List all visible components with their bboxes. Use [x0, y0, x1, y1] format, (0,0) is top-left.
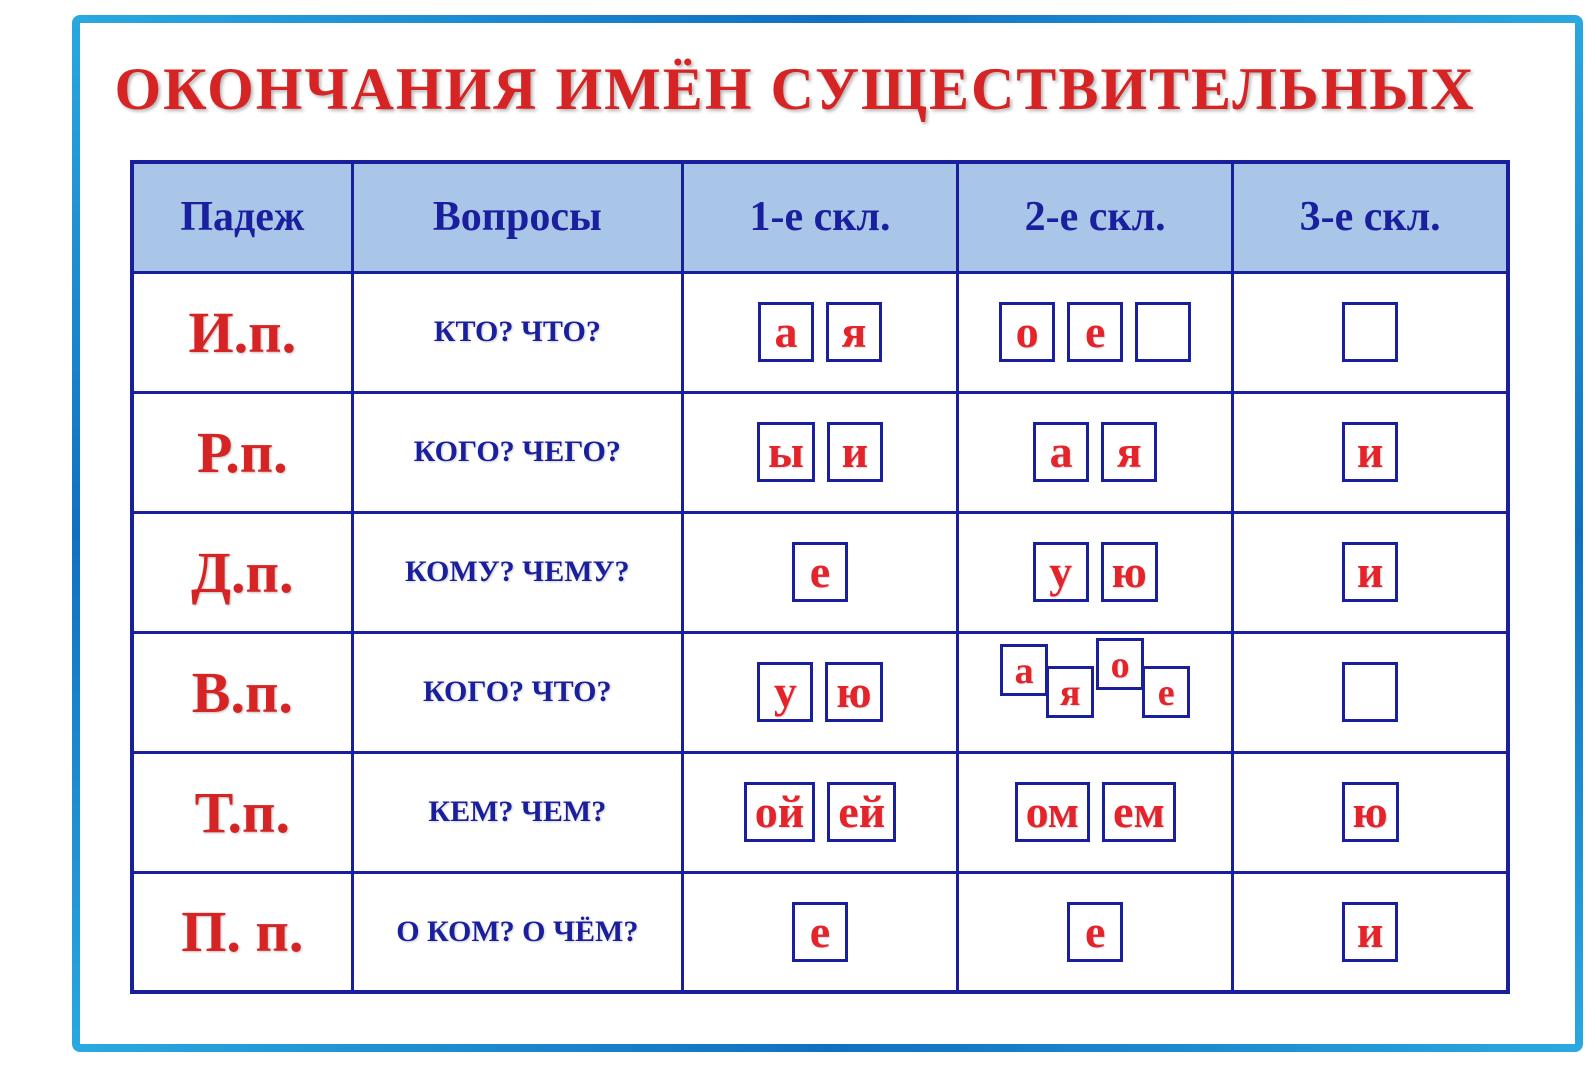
header-questions: Вопросы [352, 162, 682, 272]
ending-box-empty [1342, 302, 1398, 362]
header-decl-1: 1-е скл. [682, 162, 957, 272]
header-decl-2: 2-е скл. [958, 162, 1233, 272]
endings-d2: ом ем [958, 752, 1233, 872]
ending-box: е [1142, 666, 1190, 718]
endings-d3: ю [1233, 752, 1508, 872]
case-label: П. п. [132, 872, 352, 992]
header-case: Падеж [132, 162, 352, 272]
ending-box: и [1342, 542, 1398, 602]
header-decl-3: 3-е скл. [1233, 162, 1508, 272]
case-question: О КОМ? О ЧЁМ? [352, 872, 682, 992]
ending-box: о [1096, 638, 1144, 690]
ending-box: е [792, 542, 848, 602]
table-row: Р.п. КОГО? ЧЕГО? ы и а я и [132, 392, 1508, 512]
case-question: КОГО? ЧЕГО? [352, 392, 682, 512]
endings-d1: а я [682, 272, 957, 392]
endings-d3 [1233, 632, 1508, 752]
endings-d1: у ю [682, 632, 957, 752]
table-row: Д.п. КОМУ? ЧЕМУ? е у ю и [132, 512, 1508, 632]
case-label: В.п. [132, 632, 352, 752]
ending-box: а [758, 302, 814, 362]
endings-d2: у ю [958, 512, 1233, 632]
endings-d1: ы и [682, 392, 957, 512]
case-question: КОГО? ЧТО? [352, 632, 682, 752]
endings-d3: и [1233, 512, 1508, 632]
ending-box: ю [825, 662, 882, 722]
ending-box: а [1000, 644, 1048, 696]
ending-box-empty [1135, 302, 1191, 362]
ending-box: ем [1102, 782, 1176, 842]
case-question: КЕМ? ЧЕМ? [352, 752, 682, 872]
ending-box: ю [1342, 782, 1399, 842]
case-label: Т.п. [132, 752, 352, 872]
ending-box: у [757, 662, 813, 722]
endings-d1: е [682, 872, 957, 992]
table-header-row: Падеж Вопросы 1-е скл. 2-е скл. 3-е скл. [132, 162, 1508, 272]
case-label: Д.п. [132, 512, 352, 632]
ending-box: я [826, 302, 882, 362]
endings-d3: и [1233, 392, 1508, 512]
ending-box: ом [1015, 782, 1090, 842]
table-row: И.п. КТО? ЧТО? а я о е [132, 272, 1508, 392]
ending-box-empty [1342, 662, 1398, 722]
endings-d2: е [958, 872, 1233, 992]
endings-d1: е [682, 512, 957, 632]
endings-d2: о е [958, 272, 1233, 392]
ending-box: е [1067, 902, 1123, 962]
table-row: П. п. О КОМ? О ЧЁМ? е е и [132, 872, 1508, 992]
ending-box: я [1046, 666, 1094, 718]
ending-box: о [999, 302, 1055, 362]
case-label: И.п. [132, 272, 352, 392]
ending-box: и [1342, 902, 1398, 962]
ending-box: ю [1101, 542, 1158, 602]
ending-box: е [1067, 302, 1123, 362]
case-question: КТО? ЧТО? [352, 272, 682, 392]
ending-box: ей [827, 782, 896, 842]
ending-box: и [1342, 422, 1398, 482]
ending-box: ы [757, 422, 815, 482]
table-row: В.п. КОГО? ЧТО? у ю а я о е [132, 632, 1508, 752]
ending-box: ой [744, 782, 816, 842]
endings-d2: а я о е [958, 632, 1233, 752]
ending-box: и [827, 422, 883, 482]
endings-d3: и [1233, 872, 1508, 992]
case-question: КОМУ? ЧЕМУ? [352, 512, 682, 632]
ending-box: я [1101, 422, 1157, 482]
endings-d3 [1233, 272, 1508, 392]
endings-d1: ой ей [682, 752, 957, 872]
ending-box: а [1033, 422, 1089, 482]
declension-table: Падеж Вопросы 1-е скл. 2-е скл. 3-е скл.… [130, 160, 1510, 994]
endings-d2: а я [958, 392, 1233, 512]
ending-box: у [1033, 542, 1089, 602]
case-label: Р.п. [132, 392, 352, 512]
ending-box: е [792, 902, 848, 962]
table-row: Т.п. КЕМ? ЧЕМ? ой ей ом ем ю [132, 752, 1508, 872]
page-title: ОКОНЧАНИЯ ИМЁН СУЩЕСТВИТЕЛЬНЫХ [0, 55, 1590, 124]
